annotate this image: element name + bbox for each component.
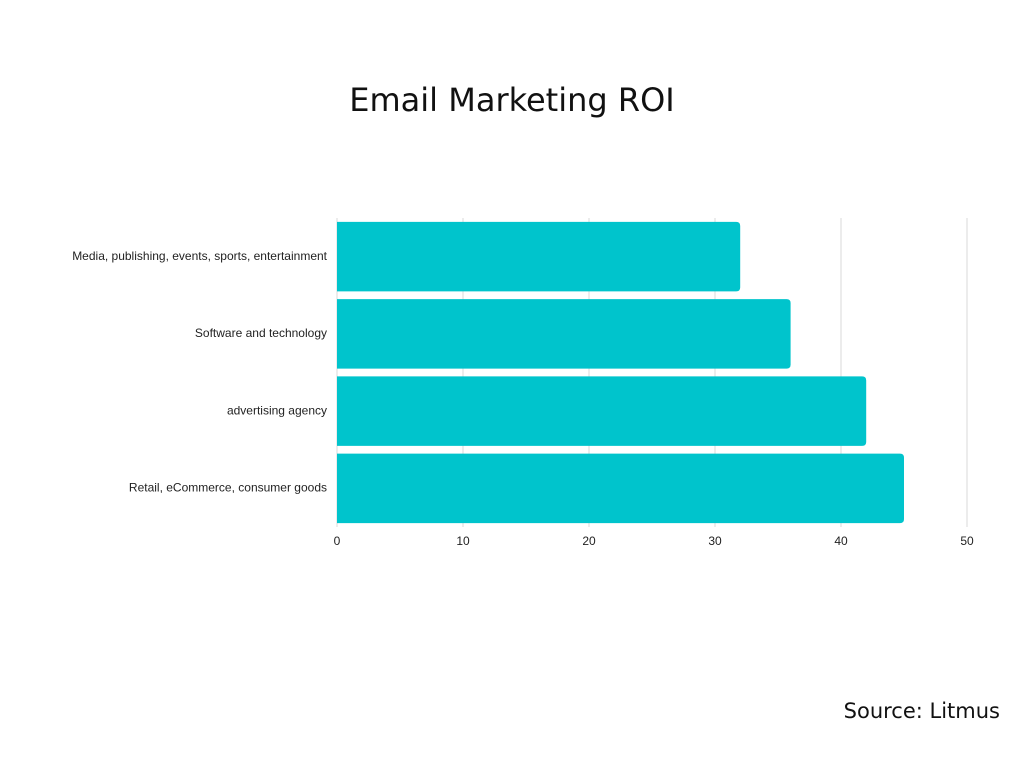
x-tick-label: 40 — [834, 534, 848, 548]
y-tick-label: Retail, eCommerce, consumer goods — [129, 481, 327, 495]
source-note: Source: Litmus — [844, 699, 1000, 723]
x-tick-label: 50 — [960, 534, 974, 548]
x-tick-label: 0 — [334, 534, 341, 548]
bar — [337, 376, 867, 446]
x-tick-label: 20 — [582, 534, 596, 548]
y-tick-label: advertising agency — [227, 403, 327, 417]
bar — [337, 221, 741, 292]
y-tick-label: Software and technology — [195, 326, 327, 340]
x-tick-label: 30 — [708, 534, 722, 548]
chart-title: Email Marketing ROI — [349, 81, 674, 119]
x-tick-label: 10 — [456, 534, 470, 548]
y-tick-label: Media, publishing, events, sports, enter… — [72, 249, 327, 263]
bar — [337, 299, 791, 369]
bar — [337, 453, 904, 524]
